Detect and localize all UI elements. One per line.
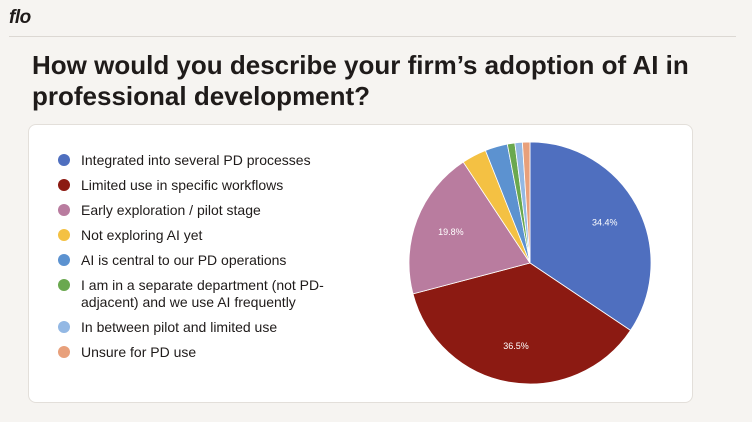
data-label: 19.8%	[438, 227, 464, 237]
legend-label: Integrated into several PD processes	[81, 152, 311, 168]
legend-item: Limited use in specific workflows	[56, 177, 346, 194]
legend-swatch	[58, 179, 70, 191]
logo: flo	[9, 7, 31, 28]
legend-swatch	[58, 321, 70, 333]
legend-swatch	[58, 154, 70, 166]
legend-label: In between pilot and limited use	[81, 319, 278, 335]
legend-item: AI is central to our PD operations	[56, 252, 346, 269]
legend-label: Not exploring AI yet	[81, 227, 203, 243]
legend-label: Early exploration / pilot stage	[81, 202, 261, 218]
legend-label: I am in a separate department (not PD-ad…	[81, 277, 324, 310]
legend-swatch	[58, 279, 70, 291]
legend-label: Limited use in specific workflows	[81, 177, 284, 193]
pie-slice	[412, 262, 632, 385]
legend-item: Integrated into several PD processes	[56, 152, 346, 169]
pie-slice	[529, 141, 652, 331]
legend-swatch	[58, 254, 70, 266]
legend-swatch	[58, 346, 70, 358]
legend-swatch	[58, 229, 70, 241]
data-label: 34.4%	[592, 218, 618, 228]
legend: Integrated into several PD processes Limi…	[56, 152, 346, 369]
divider	[9, 36, 736, 37]
legend-label: Unsure for PD use	[81, 344, 197, 360]
legend-item: In between pilot and limited use	[56, 319, 346, 336]
chart-title: How would you describe your firm’s adopt…	[32, 50, 689, 111]
pie-slice	[408, 161, 531, 295]
legend-item: I am in a separate department (not PD-ad…	[56, 277, 346, 311]
pie-slice	[521, 141, 531, 264]
legend-label: AI is central to our PD operations	[81, 252, 287, 268]
legend-item: Unsure for PD use	[56, 344, 346, 361]
data-label: 36.5%	[503, 341, 529, 351]
legend-swatch	[58, 204, 70, 216]
legend-item: Not exploring AI yet	[56, 227, 346, 244]
legend-item: Early exploration / pilot stage	[56, 202, 346, 219]
